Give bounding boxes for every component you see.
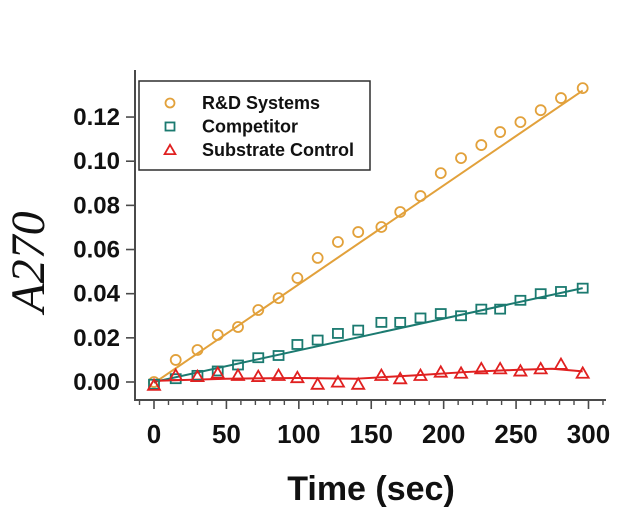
y-tick-label: 0.08 — [73, 192, 120, 219]
triangle-marker — [492, 361, 508, 375]
square-marker — [414, 312, 427, 324]
axes-layer: 0.00 0.02 0.04 0.06 0.08 0.10 0.12 0 50 100 150 200… — [73, 70, 610, 449]
legend-item: Substrate Control — [163, 140, 354, 160]
triangle-marker — [512, 363, 528, 377]
x-tick-label: 100 — [277, 419, 320, 449]
circle-marker — [291, 272, 304, 284]
triangle-marker — [270, 367, 287, 381]
y-tick-label: 0.02 — [73, 325, 120, 352]
square-marker — [475, 303, 488, 315]
y-tick-label: 0.12 — [73, 104, 120, 131]
x-tick-label: 300 — [567, 419, 610, 449]
circle-marker — [434, 167, 447, 180]
square-marker — [375, 316, 388, 328]
series-layer — [146, 82, 591, 391]
triangle-marker — [453, 365, 469, 379]
square-marker — [494, 303, 507, 315]
x-tick-label: 200 — [422, 419, 465, 449]
fit-line — [153, 367, 583, 382]
legend-item: Competitor — [164, 117, 298, 137]
triangle-marker — [289, 369, 305, 384]
x-tick-label: 0 — [147, 419, 161, 449]
triangle-marker — [533, 361, 549, 375]
circle-marker — [332, 236, 344, 248]
x-tick-label: 150 — [350, 419, 393, 449]
y-tick-label: 0.10 — [73, 148, 120, 175]
circle-marker — [311, 252, 324, 264]
circle-marker — [191, 344, 204, 356]
y-tick-label: 0.00 — [73, 369, 120, 396]
circle-marker — [211, 329, 224, 341]
circle-marker — [352, 226, 365, 238]
legend-item-label: R&D Systems — [202, 93, 320, 113]
square-marker — [394, 316, 407, 328]
square-marker — [576, 282, 589, 294]
x-axis-title: Time (sec) — [287, 470, 455, 508]
circle-marker — [252, 304, 265, 316]
square-marker — [332, 328, 344, 339]
circle-marker — [455, 152, 467, 165]
triangle-marker — [330, 374, 346, 388]
circle-marker — [494, 126, 507, 138]
circle-marker — [164, 97, 176, 109]
triangle-marker — [310, 376, 326, 390]
triangle-marker — [553, 356, 569, 370]
fit-line — [153, 287, 583, 383]
circle-marker — [576, 82, 589, 95]
legend-item-label: Substrate Control — [202, 140, 354, 160]
square-marker — [352, 324, 365, 336]
triangle-marker — [412, 367, 429, 381]
square-marker — [534, 288, 547, 300]
triangle-marker — [163, 142, 177, 156]
triangle-marker — [189, 368, 206, 382]
square-marker — [164, 121, 176, 132]
square-marker — [311, 334, 324, 346]
triangle-marker — [250, 368, 266, 382]
circle-marker — [475, 139, 488, 151]
triangle-marker — [146, 377, 162, 391]
circle-marker — [169, 354, 182, 366]
triangle-marker — [230, 367, 246, 381]
circle-marker — [375, 221, 388, 233]
legend-item-label: Competitor — [202, 117, 298, 137]
fit-line — [153, 89, 584, 384]
square-marker — [272, 350, 285, 361]
circle-marker — [414, 190, 427, 202]
x-tick-label: 250 — [494, 419, 537, 449]
triangle-marker — [373, 367, 389, 381]
square-marker — [514, 294, 527, 306]
triangle-marker — [433, 364, 449, 378]
y-tick-label: 0.04 — [73, 281, 120, 308]
triangle-marker — [350, 376, 366, 390]
legend-box — [138, 80, 371, 171]
circle-marker — [232, 321, 244, 333]
triangle-marker — [473, 361, 489, 375]
triangle-marker — [392, 371, 408, 385]
square-marker — [555, 286, 567, 297]
circle-marker — [555, 92, 567, 104]
circle-marker — [534, 104, 547, 117]
triangle-marker — [210, 365, 226, 379]
square-marker — [291, 339, 304, 350]
legend: R&D Systems Competitor Substrate Control — [138, 80, 371, 171]
y-axis-title: A270 — [2, 211, 55, 315]
legend-item: R&D Systems — [164, 93, 320, 113]
circle-marker — [514, 116, 527, 129]
triangle-marker — [168, 367, 184, 381]
square-marker — [455, 310, 467, 322]
triangle-marker — [575, 365, 591, 379]
square-marker — [434, 308, 447, 319]
y-tick-label: 0.06 — [73, 237, 120, 264]
square-marker — [252, 352, 265, 364]
x-tick-label: 50 — [212, 419, 241, 449]
circle-marker — [394, 206, 407, 218]
circle-marker — [272, 292, 285, 304]
